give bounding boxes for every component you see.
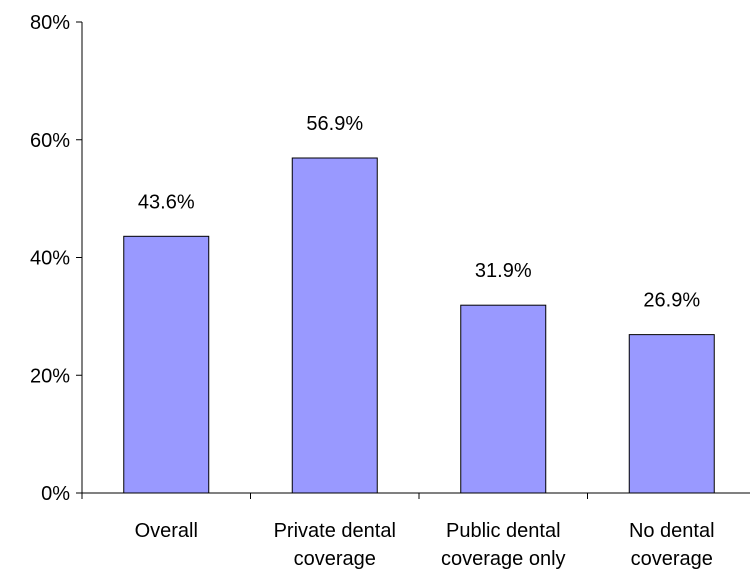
bars — [123, 157, 715, 494]
x-category-label: No dental coverage — [629, 520, 715, 570]
y-tick-label: 60% — [30, 130, 70, 152]
x-category-label-line: Public dental — [446, 520, 561, 542]
bar — [460, 304, 547, 494]
x-category-label-line: coverage only — [441, 548, 566, 570]
bar — [123, 235, 210, 494]
x-category-label-line: No dental — [629, 520, 715, 542]
data-label: 31.9% — [475, 260, 532, 282]
labels: 0% 20% 40% 60% 80% 43.6% Overall 56.9% Private d… — [30, 12, 715, 570]
x-category-label: Public dental coverage only — [441, 520, 566, 570]
data-label: 56.9% — [306, 113, 363, 135]
x-category-label-line: coverage — [631, 548, 713, 570]
x-category-label-line: coverage — [294, 548, 376, 570]
y-tick-label: 80% — [30, 12, 70, 34]
y-tick-label: 40% — [30, 248, 70, 270]
bar — [291, 157, 378, 494]
x-category-label-line: Overall — [135, 520, 198, 542]
x-category-label: Private dental coverage — [274, 520, 396, 570]
data-label: 26.9% — [643, 290, 700, 312]
y-tick-label: 0% — [41, 483, 70, 505]
data-label: 43.6% — [138, 191, 195, 213]
y-tick-label: 20% — [30, 365, 70, 387]
x-category-label-line: Private dental — [274, 520, 396, 542]
bar — [628, 334, 715, 494]
x-category-label: Overall — [135, 520, 198, 542]
